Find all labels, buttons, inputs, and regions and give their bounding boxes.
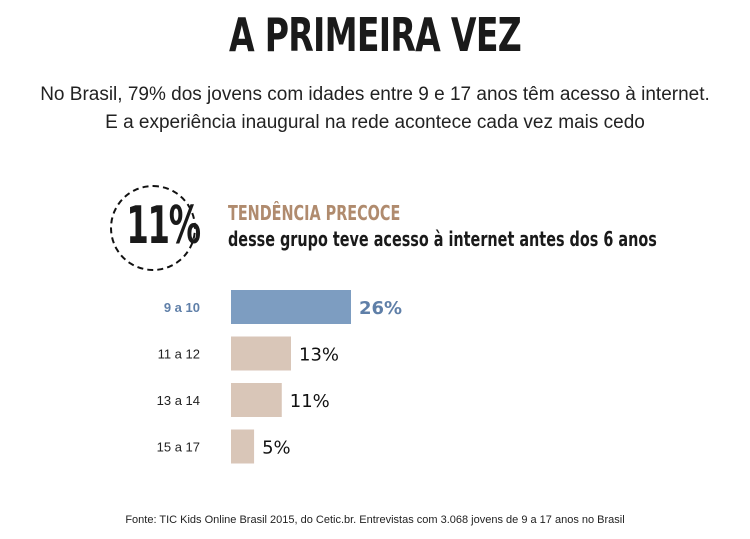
page-title: A PRIMEIRA VEZ <box>228 8 522 62</box>
dashed-circle <box>110 185 196 271</box>
bar <box>231 429 255 464</box>
source-note: Fonte: TIC Kids Online Brasil 2015, do C… <box>125 514 625 526</box>
trend-text: desse grupo teve acesso à internet antes… <box>228 227 657 251</box>
highlight-value: 11% <box>126 196 201 256</box>
category-label: 11 a 12 <box>158 347 200 362</box>
bar <box>231 336 291 371</box>
category-label: 13 a 14 <box>157 393 200 408</box>
value-label: 11% <box>290 391 330 412</box>
subtitle-line-1: No Brasil, 79% dos jovens com idades ent… <box>40 84 710 105</box>
category-label: 15 a 17 <box>157 440 200 455</box>
category-label: 9 a 10 <box>164 300 200 315</box>
bar-chart: 9 a 10 26% 11 a 12 13% 13 a 14 11% 15 a 17 5% <box>157 290 402 464</box>
value-label: 5% <box>262 438 291 459</box>
bar <box>231 383 282 417</box>
bar <box>231 290 351 324</box>
trend-heading: TENDÊNCIA PRECOCE <box>228 201 401 225</box>
value-label: 13% <box>299 345 339 366</box>
subtitle-line-2: E a experiência inaugural na rede aconte… <box>105 112 645 133</box>
value-label: 26% <box>359 298 402 319</box>
